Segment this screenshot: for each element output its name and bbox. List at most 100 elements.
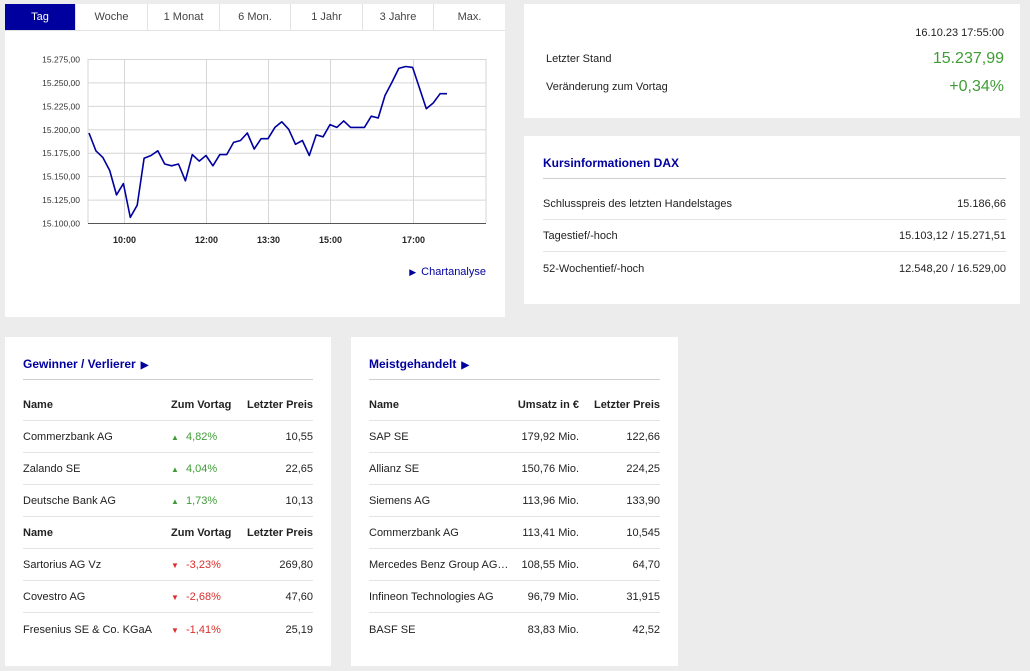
table-header: Name Zum Vortag Letzter Preis bbox=[23, 517, 313, 549]
chart-analysis-label: Chartanalyse bbox=[421, 266, 486, 278]
stock-name: Commerzbank AG bbox=[369, 526, 459, 539]
info-label: 52-Wochentief/-hoch bbox=[543, 263, 645, 275]
price-chart: 15.100,00 15.125,00 15.150,00 15.175,00 15.2… bbox=[42, 55, 487, 245]
tab-3-years[interactable]: 3 Jahre bbox=[363, 4, 434, 30]
volume-cell: 83,83 Mio. bbox=[527, 624, 579, 636]
tab-max[interactable]: Max. bbox=[457, 11, 482, 23]
most-traded-row[interactable]: BASF SE 83,83 Mio. 42,52 bbox=[369, 614, 660, 646]
last-price-value: 15.237,99 bbox=[932, 50, 1004, 67]
play-triangle-icon: ▶ bbox=[461, 360, 470, 371]
gainer-row[interactable]: Commerzbank AG ▲ 4,82% 10,55 bbox=[23, 421, 313, 453]
price-info-title: Kursinformationen DAX bbox=[543, 156, 680, 170]
gainers-losers-title-text: Gewinner / Verlierer bbox=[23, 357, 136, 371]
price-cell: 25,19 bbox=[285, 624, 313, 636]
gainer-row[interactable]: Deutsche Bank AG ▲ 1,73% 10,13 bbox=[23, 485, 313, 517]
stock-name: Commerzbank AG bbox=[23, 430, 113, 443]
header-price: Letzter Preis bbox=[246, 526, 313, 539]
tab-1-year[interactable]: 1 Jahr bbox=[291, 4, 363, 30]
info-value: 15.186,66 bbox=[957, 197, 1006, 210]
most-traded-row[interactable]: Mercedes Benz Group AG ... 108,55 Mio. 6… bbox=[369, 549, 660, 581]
price-cell: 269,80 bbox=[279, 558, 313, 571]
volume-cell: 108,55 Mio. bbox=[521, 558, 579, 571]
volume-cell: 113,41 Mio. bbox=[522, 526, 579, 539]
volume-cell: 150,76 Mio. bbox=[521, 462, 579, 475]
play-triangle-icon: ▶ bbox=[140, 360, 149, 371]
up-arrow-icon: ▲ bbox=[171, 496, 179, 506]
change-cell: ▼ -3,23% bbox=[171, 559, 239, 571]
header-name: Name bbox=[369, 398, 399, 411]
y-tick-label: 15.150,00 bbox=[42, 172, 80, 182]
price-cell: 42,52 bbox=[632, 624, 660, 636]
up-arrow-icon: ▲ bbox=[171, 464, 179, 474]
stock-name: Mercedes Benz Group AG ... bbox=[369, 558, 509, 571]
change-cell: ▼ -1,41% bbox=[171, 624, 239, 636]
volume-cell: 179,92 Mio. bbox=[521, 430, 579, 443]
down-arrow-icon: ▼ bbox=[171, 626, 179, 635]
up-arrow-icon: ▲ bbox=[171, 432, 179, 442]
stock-name: Infineon Technologies AG bbox=[369, 590, 494, 603]
price-cell: 31,915 bbox=[626, 590, 660, 603]
down-arrow-icon: ▼ bbox=[171, 592, 179, 602]
table-header: Name Zum Vortag Letzter Preis bbox=[23, 389, 313, 421]
stock-name: Allianz SE bbox=[369, 462, 420, 475]
stock-name: Fresenius SE & Co. KGaA bbox=[23, 624, 152, 636]
change-row: Veränderung zum Vortag +0,34% bbox=[546, 77, 1004, 97]
loser-row[interactable]: Sartorius AG Vz ▼ -3,23% 269,80 bbox=[23, 549, 313, 581]
change-value: 4,04% bbox=[186, 462, 218, 475]
chart-analysis-link[interactable]: ▶ Chartanalyse bbox=[409, 266, 486, 278]
most-traded-row[interactable]: SAP SE 179,92 Mio. 122,66 bbox=[369, 421, 660, 453]
most-traded-row[interactable]: Commerzbank AG 113,41 Mio. 10,545 bbox=[369, 517, 660, 549]
tab-6-months[interactable]: 6 Mon. bbox=[220, 4, 291, 30]
change-cell: ▲ 1,73% bbox=[171, 495, 239, 507]
header-change: Zum Vortag bbox=[171, 398, 232, 411]
stock-name: Covestro AG bbox=[23, 590, 86, 603]
most-traded-title[interactable]: Meistgehandelt ▶ bbox=[369, 357, 469, 371]
loser-row[interactable]: Covestro AG ▼ -2,68% 47,60 bbox=[23, 581, 313, 613]
gainer-row[interactable]: Zalando SE ▲ 4,04% 22,65 bbox=[23, 453, 313, 485]
last-price-label: Letzter Stand bbox=[546, 53, 612, 65]
tab-day[interactable]: Tag bbox=[5, 4, 76, 30]
stock-name: SAP SE bbox=[369, 430, 409, 443]
gainers-losers-title[interactable]: Gewinner / Verlierer ▶ bbox=[23, 357, 148, 371]
title-divider bbox=[543, 178, 1006, 179]
x-tick-label: 12:00 bbox=[195, 235, 218, 245]
y-tick-label: 15.250,00 bbox=[42, 78, 80, 88]
price-cell: 133,90 bbox=[626, 494, 660, 507]
header-change: Zum Vortag bbox=[171, 526, 232, 539]
loser-row[interactable]: Fresenius SE & Co. KGaA ▼ -1,41% 25,19 bbox=[23, 614, 313, 646]
most-traded-panel: Meistgehandelt ▶ Name Umsatz in € Letzter… bbox=[351, 337, 678, 666]
change-value: -3,23% bbox=[186, 558, 221, 571]
volume-cell: 113,96 Mio. bbox=[522, 494, 579, 507]
stock-name: BASF SE bbox=[369, 624, 416, 636]
info-label: Schlusspreis des letzten Handelstages bbox=[543, 197, 732, 210]
most-traded-row[interactable]: Infineon Technologies AG 96,79 Mio. 31,9… bbox=[369, 581, 660, 613]
header-price: Letzter Preis bbox=[593, 398, 660, 411]
header-name: Name bbox=[23, 526, 53, 539]
y-tick-label: 15.200,00 bbox=[42, 125, 80, 135]
most-traded-row[interactable]: Siemens AG 113,96 Mio. 133,90 bbox=[369, 485, 660, 517]
price-cell: 64,70 bbox=[632, 558, 660, 571]
tab-week[interactable]: Woche bbox=[76, 4, 148, 30]
tab-1-month[interactable]: 1 Monat bbox=[148, 4, 220, 30]
info-label: Tagestief/-hoch bbox=[543, 229, 618, 242]
info-row-day-range: Tagestief/-hoch 15.103,12 / 15.271,51 bbox=[543, 220, 1006, 252]
down-arrow-icon: ▼ bbox=[171, 560, 179, 570]
last-price-row: Letzter Stand 15.237,99 bbox=[546, 49, 1004, 69]
price-cell: 47,60 bbox=[285, 590, 313, 603]
quote-panel: 16.10.23 17:55:00 Letzter Stand 15.237,9… bbox=[524, 4, 1020, 118]
change-label: Veränderung zum Vortag bbox=[546, 81, 668, 93]
info-row-52-week-range: 52-Wochentief/-hoch 12.548,20 / 16.529,0… bbox=[543, 253, 1006, 285]
change-value: -1,41% bbox=[186, 624, 221, 636]
title-divider bbox=[369, 379, 660, 380]
change-value: -2,68% bbox=[186, 590, 221, 603]
price-cell: 122,66 bbox=[626, 430, 660, 443]
change-cell: ▲ 4,04% bbox=[171, 463, 239, 475]
price-cell: 10,13 bbox=[285, 494, 313, 507]
price-series-line bbox=[88, 65, 447, 219]
y-tick-label: 15.225,00 bbox=[42, 101, 80, 111]
stock-name: Zalando SE bbox=[23, 462, 81, 475]
header-name: Name bbox=[23, 398, 53, 411]
change-value: 4,82% bbox=[186, 430, 218, 443]
header-price: Letzter Preis bbox=[246, 398, 313, 411]
most-traded-row[interactable]: Allianz SE 150,76 Mio. 224,25 bbox=[369, 453, 660, 485]
